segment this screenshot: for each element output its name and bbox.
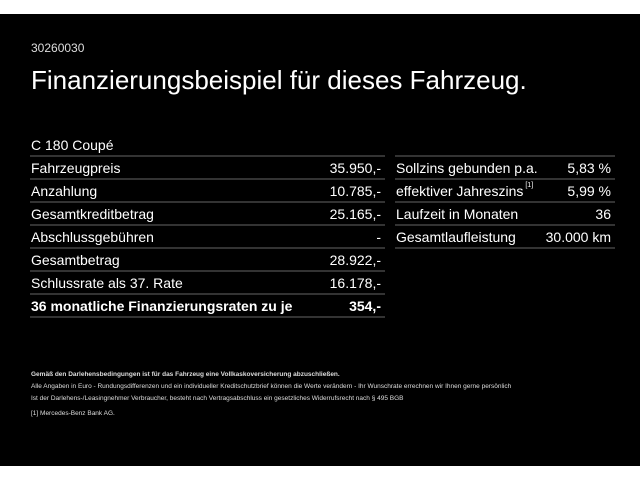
finance-panel: 30260030 Finanzierungsbeispiel für diese… (0, 14, 640, 466)
row-value: 5,83 % (567, 159, 611, 176)
row-label: Sollzins gebunden p.a. (396, 159, 538, 176)
vehicle-code: 30260030 (31, 41, 85, 55)
row-label: Abschlussgebühren (31, 228, 154, 245)
disclaimer-line: Alle Angaben in Euro - Rundungsdifferenz… (31, 383, 512, 390)
legal-notes: Gemäß den Darlehensbedingungen ist für d… (31, 369, 611, 420)
row-label: Gesamtbetrag (31, 251, 120, 268)
footnote: [1] Mercedes-Benz Bank AG. (31, 410, 115, 417)
row-value: 25.165,- (329, 205, 381, 222)
row-label: Laufzeit in Monaten (396, 205, 519, 222)
row-value: 10.785,- (329, 182, 381, 199)
table-row: Gesamtbetrag 28.922,- (30, 247, 385, 270)
row-value: - (376, 228, 381, 245)
row-value: 28.922,- (329, 251, 381, 268)
footnote-marker: [1] (525, 181, 534, 189)
table-row: Abschlussgebühren - (30, 224, 385, 247)
row-label: effektiver Jahreszins (396, 182, 524, 199)
page-title: Finanzierungsbeispiel für dieses Fahrzeu… (31, 65, 527, 95)
terms-table: Sollzins gebunden p.a. 5,83 % effektiver … (395, 155, 615, 249)
row-value: 35.950,- (329, 159, 381, 176)
insurance-note: Gemäß den Darlehensbedingungen ist für d… (31, 371, 340, 378)
row-label: Fahrzeugpreis (31, 159, 121, 176)
financing-table: Fahrzeugpreis 35.950,- Anzahlung 10.785,- … (30, 155, 385, 318)
table-row: Gesamtlaufleistung 30.000 km (395, 224, 615, 249)
table-row: Anzahlung 10.785,- (30, 178, 385, 201)
monthly-rate-row: 36 monatliche Finanzierungsraten zu je 35… (30, 293, 385, 318)
table-row: Laufzeit in Monaten 36 (395, 201, 615, 224)
table-row: effektiver Jahreszins [1] 5,99 % (395, 178, 615, 201)
table-row: Fahrzeugpreis 35.950,- (30, 155, 385, 178)
row-label: Gesamtlaufleistung (396, 228, 516, 245)
row-value: 30.000 km (545, 228, 611, 245)
model-name: C 180 Coupé (31, 137, 114, 153)
row-value: 36 (595, 205, 611, 222)
row-label: Gesamtkreditbetrag (31, 205, 154, 222)
disclaimer-line: Ist der Darlehens-/Leasingnehmer Verbrau… (31, 395, 404, 402)
row-label: Anzahlung (31, 182, 98, 199)
row-label: Schlussrate als 37. Rate (31, 274, 183, 291)
row-value: 354,- (349, 297, 381, 314)
row-label: 36 monatliche Finanzierungsraten zu je (31, 297, 293, 314)
row-value: 5,99 % (567, 182, 611, 199)
table-row: Sollzins gebunden p.a. 5,83 % (395, 155, 615, 178)
table-row: Schlussrate als 37. Rate 16.178,- (30, 270, 385, 293)
table-row: Gesamtkreditbetrag 25.165,- (30, 201, 385, 224)
row-value: 16.178,- (329, 274, 381, 291)
